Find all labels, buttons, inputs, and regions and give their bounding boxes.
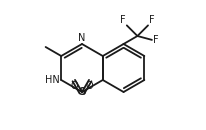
Text: O: O (70, 81, 78, 91)
Text: S: S (78, 87, 85, 97)
Text: F: F (148, 15, 154, 25)
Text: F: F (120, 15, 125, 25)
Text: O: O (85, 81, 93, 91)
Text: F: F (152, 35, 158, 45)
Text: HN: HN (45, 75, 60, 85)
Text: N: N (78, 32, 85, 43)
